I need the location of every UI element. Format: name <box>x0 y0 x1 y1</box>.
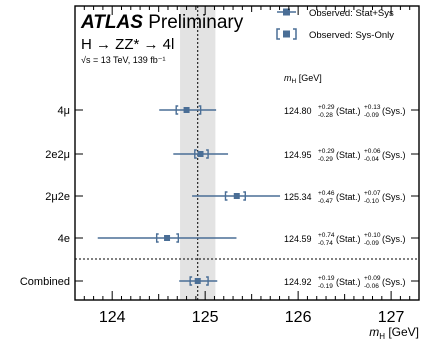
stat-down: -0.19 <box>318 283 333 290</box>
sys-only-bracket <box>189 276 209 286</box>
sys-label: (Sys.) <box>382 106 406 116</box>
x-tick-label: 124 <box>99 309 126 326</box>
sys-label: (Sys.) <box>382 192 406 202</box>
x-axis-label: mH [GeV] <box>369 325 419 340</box>
measurement-value: 124.80 <box>284 106 312 116</box>
energy-label: √s = 13 TeV, 139 fb⁻¹ <box>81 55 166 65</box>
chart-title: ATLAS Preliminary <box>80 12 244 33</box>
value-header-sub: H <box>292 78 297 85</box>
sys-up: +0.10 <box>364 232 381 239</box>
sys-up: +0.07 <box>364 190 381 197</box>
row-label: 2μ2e <box>45 191 70 203</box>
stat-up: +0.74 <box>318 232 335 239</box>
measurement-marker <box>183 107 190 113</box>
measurement-marker <box>197 151 204 157</box>
value-central: 124.95 <box>284 150 312 160</box>
stat-up: +0.46 <box>318 190 335 197</box>
legend-sys-only-marker <box>283 30 290 38</box>
sys-down: -0.04 <box>364 156 379 163</box>
measurement-value: 125.34 <box>284 192 312 202</box>
chart-title-atlas: ATLAS <box>80 12 143 33</box>
row-label: 2e2μ <box>45 149 70 161</box>
stat-up: +0.19 <box>318 275 335 282</box>
sys-down: -0.06 <box>364 283 379 290</box>
stat-up: +0.29 <box>318 148 335 155</box>
row-label: 4e <box>58 233 70 245</box>
legend-sys-only-label: Observed: Sys-Only <box>309 30 394 41</box>
sys-down: -0.10 <box>364 198 379 205</box>
x-axis-label-unit: [GeV] <box>385 325 419 339</box>
value-central: 124.80 <box>284 106 312 116</box>
legend-sys-only-bracket <box>276 28 297 40</box>
measurement-marker <box>233 193 240 199</box>
sys-only-bracket <box>194 149 209 159</box>
value-central: 125.34 <box>284 192 312 202</box>
value-central: 124.59 <box>284 234 312 244</box>
measurement-value: 124.92 <box>284 277 312 287</box>
legend-stat-sys-label: Observed: Stat+Sys <box>309 8 394 19</box>
stat-label: (Stat.) <box>336 106 361 116</box>
stat-down: -0.29 <box>318 156 333 163</box>
stat-down: -0.74 <box>318 240 333 247</box>
measurement-value: 124.59 <box>284 234 312 244</box>
sys-down: -0.09 <box>364 112 379 119</box>
frame-layer <box>74 5 420 301</box>
x-axis-label-m: m <box>369 325 379 339</box>
value-header-m: m <box>284 73 292 83</box>
x-axis-label-sub: H <box>379 332 385 340</box>
stat-label: (Stat.) <box>336 234 361 244</box>
sys-up: +0.09 <box>364 275 381 282</box>
sys-label: (Sys.) <box>382 234 406 244</box>
sys-up: +0.13 <box>364 104 381 111</box>
sys-label: (Sys.) <box>382 277 406 287</box>
process-label: H → ZZ* → 4l <box>81 36 174 53</box>
row-label: Combined <box>20 276 70 288</box>
sys-label: (Sys.) <box>382 150 406 160</box>
stat-down: -0.28 <box>318 112 333 119</box>
measurement-marker <box>164 235 171 241</box>
chart-subtitle: Preliminary <box>143 12 244 33</box>
sys-up: +0.06 <box>364 148 381 155</box>
sys-down: -0.09 <box>364 240 379 247</box>
x-tick-label: 125 <box>192 309 219 326</box>
stat-up: +0.29 <box>318 104 335 111</box>
measurement-marker <box>194 278 201 284</box>
legend-stat-sys-marker <box>283 8 290 16</box>
stat-down: -0.47 <box>318 198 333 205</box>
stat-label: (Stat.) <box>336 192 361 202</box>
sys-only-bracket <box>224 191 246 201</box>
sys-only-bracket <box>155 233 180 243</box>
marks-layer <box>97 8 297 286</box>
stat-label: (Stat.) <box>336 150 361 160</box>
value-central: 124.92 <box>284 277 312 287</box>
row-label: 4μ <box>58 105 70 117</box>
value-column-header: mH [GeV] <box>284 73 322 85</box>
plot-frame <box>74 5 420 301</box>
stat-label: (Stat.) <box>336 277 361 287</box>
x-tick-label: 127 <box>378 309 405 326</box>
x-tick-label: 126 <box>285 309 312 326</box>
value-header-unit: [GeV] <box>296 73 322 83</box>
measurement-value: 124.95 <box>284 150 312 160</box>
sys-only-bracket <box>175 105 202 115</box>
